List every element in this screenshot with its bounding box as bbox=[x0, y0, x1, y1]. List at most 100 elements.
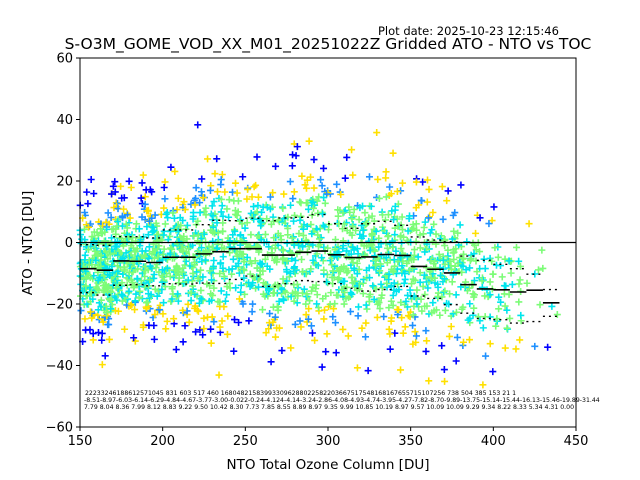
scatter-point bbox=[158, 266, 166, 274]
scatter-point bbox=[269, 189, 277, 197]
scatter-point bbox=[362, 319, 370, 327]
scatter-point bbox=[145, 243, 153, 251]
scatter-point bbox=[470, 304, 478, 312]
scatter-point bbox=[439, 256, 447, 264]
scatter-point bbox=[401, 323, 409, 331]
scatter-point bbox=[349, 171, 357, 179]
scatter-point bbox=[163, 317, 171, 325]
scatter-point bbox=[170, 315, 178, 323]
scatter-point bbox=[416, 244, 424, 252]
scatter-point bbox=[459, 338, 467, 346]
scatter-point bbox=[454, 229, 462, 237]
scatter-point bbox=[318, 363, 326, 371]
scatter-point bbox=[280, 215, 288, 223]
scatter-point bbox=[500, 290, 508, 298]
scatter-point bbox=[288, 234, 296, 242]
scatter-point bbox=[196, 326, 204, 334]
scatter-point bbox=[236, 295, 244, 303]
x-tick-label: 400 bbox=[481, 434, 506, 449]
scatter-point bbox=[445, 332, 453, 340]
scatter-point bbox=[104, 209, 112, 217]
scatter-point bbox=[267, 220, 275, 228]
scatter-point bbox=[435, 250, 443, 258]
scatter-point bbox=[498, 273, 506, 281]
scatter-point bbox=[365, 214, 373, 222]
scatter-point bbox=[385, 270, 393, 278]
scatter-point bbox=[416, 231, 424, 239]
scatter-point bbox=[362, 333, 370, 341]
scatter-point bbox=[202, 204, 210, 212]
scatter-point bbox=[339, 245, 347, 253]
scatter-point bbox=[244, 185, 252, 193]
scatter-point bbox=[248, 308, 256, 316]
scatter-point bbox=[470, 291, 478, 299]
scatter-point bbox=[390, 256, 398, 264]
scatter-point bbox=[432, 240, 440, 248]
scatter-point bbox=[404, 227, 412, 235]
scatter-point bbox=[217, 259, 225, 267]
scatter-point bbox=[365, 264, 373, 272]
scatter-point bbox=[98, 329, 106, 337]
scatter-point bbox=[310, 204, 318, 212]
scatter-point bbox=[328, 261, 336, 269]
scatter-point bbox=[196, 209, 204, 217]
scatter-point bbox=[370, 295, 378, 303]
scatter-point bbox=[195, 240, 203, 248]
scatter-point bbox=[419, 282, 427, 290]
scatter-point bbox=[348, 231, 356, 239]
scatter-point bbox=[78, 273, 86, 281]
scatter-point bbox=[401, 275, 409, 283]
scatter-point bbox=[257, 222, 265, 230]
scatter-point bbox=[353, 364, 361, 372]
scatter-point bbox=[287, 201, 295, 209]
scatter-point bbox=[305, 242, 313, 250]
scatter-point bbox=[405, 257, 413, 265]
scatter-point bbox=[108, 190, 116, 198]
scatter-point bbox=[339, 209, 347, 217]
scatter-point bbox=[366, 290, 374, 298]
scatter-point bbox=[266, 205, 274, 213]
scatter-point bbox=[441, 260, 449, 268]
scatter-point bbox=[119, 214, 127, 222]
scatter-point bbox=[200, 314, 208, 322]
scatter-point bbox=[225, 213, 233, 221]
scatter-point bbox=[380, 313, 388, 321]
scatter-point bbox=[228, 265, 236, 273]
scatter-point bbox=[221, 297, 229, 305]
scatter-point bbox=[421, 291, 429, 299]
scatter-point bbox=[290, 188, 298, 196]
scatter-point bbox=[162, 210, 170, 218]
scatter-point bbox=[366, 246, 374, 254]
scatter-point bbox=[288, 162, 296, 170]
scatter-point bbox=[118, 290, 126, 298]
scatter-point bbox=[181, 322, 189, 330]
scatter-point bbox=[154, 237, 162, 245]
scatter-point bbox=[196, 199, 204, 207]
scatter-point bbox=[440, 275, 448, 283]
scatter-point bbox=[179, 216, 187, 224]
scatter-point bbox=[419, 178, 427, 186]
scatter-point bbox=[388, 314, 396, 322]
scatter-point bbox=[492, 322, 500, 330]
scatter-point bbox=[237, 216, 245, 224]
scatter-point bbox=[345, 203, 353, 211]
scatter-point bbox=[241, 224, 249, 232]
scatter-point bbox=[398, 213, 406, 221]
scatter-point bbox=[452, 291, 460, 299]
scatter-point bbox=[531, 342, 539, 350]
scatter-point bbox=[479, 381, 487, 389]
scatter-point bbox=[131, 248, 139, 256]
scatter-point bbox=[373, 254, 381, 262]
scatter-point bbox=[358, 324, 366, 332]
scatter-point bbox=[516, 336, 524, 344]
y-tick-label: 0 bbox=[65, 236, 73, 251]
scatter-point bbox=[391, 206, 399, 214]
scatter-point bbox=[466, 264, 474, 272]
scatter-point bbox=[183, 221, 191, 229]
scatter-point bbox=[322, 348, 330, 356]
scatter-point bbox=[234, 197, 242, 205]
scatter-point bbox=[145, 321, 153, 329]
scatter-point bbox=[114, 251, 122, 259]
scatter-point bbox=[443, 197, 451, 205]
